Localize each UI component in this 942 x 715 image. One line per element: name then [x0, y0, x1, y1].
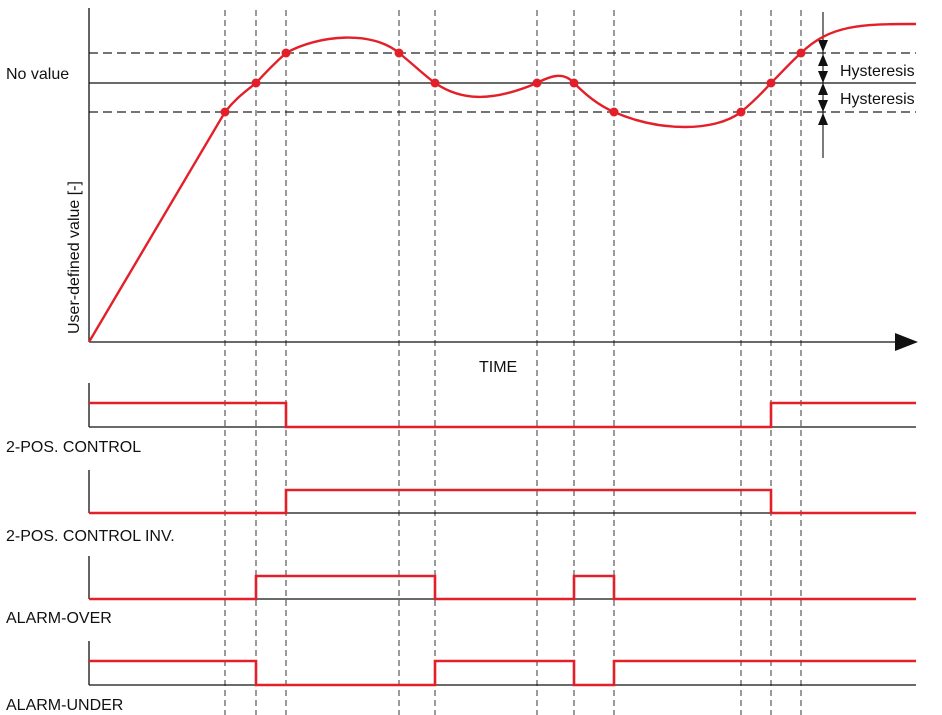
- crossing-point: [609, 107, 619, 117]
- arrow-up-icon: [818, 54, 828, 66]
- value-curve: [87, 22, 917, 343]
- crossing-points: [220, 48, 806, 117]
- setpoint-label: No value: [6, 66, 69, 83]
- arrow-down-icon: [818, 40, 828, 52]
- x-axis-arrow-icon: [895, 333, 918, 351]
- output-signals: 2-POS. CONTROL 2-POS. CONTROL INV. ALARM-O…: [6, 383, 916, 714]
- arrow-up-icon: [818, 83, 828, 95]
- x-axis-label: TIME: [479, 359, 517, 376]
- crossing-point: [430, 78, 440, 88]
- crossing-point: [736, 107, 746, 117]
- crossing-point: [766, 78, 776, 88]
- crossing-point: [532, 78, 542, 88]
- crossing-point: [569, 78, 579, 88]
- signal-label: ALARM-OVER: [6, 610, 112, 627]
- signal-waveform: [89, 488, 916, 515]
- crossing-point: [220, 107, 230, 117]
- signal-waveform: [89, 574, 916, 601]
- arrow-up-icon: [818, 113, 828, 125]
- crossing-point: [251, 78, 261, 88]
- signal-waveform: [89, 659, 916, 687]
- arrow-down-icon: [818, 100, 828, 112]
- signal-label: 2-POS. CONTROL INV.: [6, 528, 175, 545]
- signal-waveform: [89, 401, 916, 429]
- crossing-guide-lines: [224, 10, 802, 715]
- arrow-down-icon: [818, 71, 828, 83]
- y-axis-label: User-defined value [-]: [66, 181, 83, 334]
- signal-label: ALARM-UNDER: [6, 697, 123, 714]
- hysteresis-lower-label: Hysteresis: [840, 91, 915, 108]
- signal-label: 2-POS. CONTROL: [6, 439, 141, 456]
- hysteresis-dimension: [818, 12, 828, 158]
- crossing-point: [394, 48, 404, 58]
- hysteresis-upper-label: Hysteresis: [840, 63, 915, 80]
- crossing-point: [796, 48, 806, 58]
- crossing-point: [281, 48, 291, 58]
